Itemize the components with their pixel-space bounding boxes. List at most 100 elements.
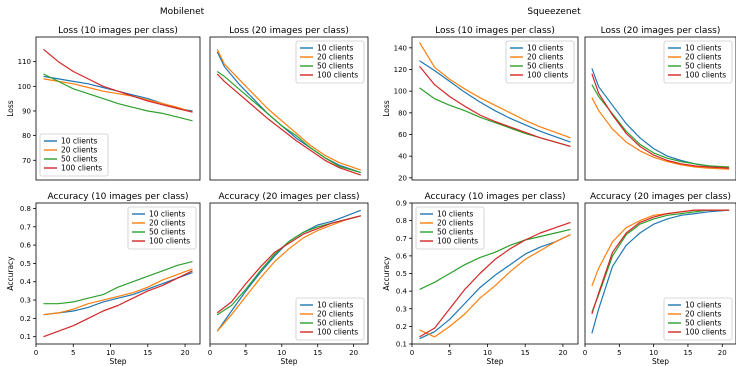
series-line [591,97,730,170]
x-axis-label: Step [652,357,669,366]
series-line [43,270,193,338]
legend-box [663,40,733,84]
legend-label: 20 clients [61,146,98,155]
legend-label: 50 clients [317,62,354,71]
y-axis-label: Loss [6,100,15,117]
x-tick-label: 0 [208,349,212,357]
chart-panel-6: Accuracy (10 images per class) 0.1 0.2 0.3 0… [382,192,579,366]
y-tick-label: 0.3 [396,305,407,313]
series-line [43,272,193,316]
series-line [216,215,361,332]
x-axis-label: Step [109,357,126,366]
x-tick-label: 15 [313,349,322,357]
y-tick-label: 20 [398,174,407,182]
group-title-squeezenet: Squeezenet [527,7,581,17]
legend-label: 20 clients [685,310,722,319]
y-tick-label: 0.5 [396,270,407,278]
y-axis-label: Loss [382,100,391,117]
series-line [216,49,361,171]
y-axis-label: Accuracy [382,256,391,291]
chart-panel-4: Loss (10 images per class) 20 40 60 80 100 120… [382,26,579,182]
chart-panels: Loss (10 images per class)708090100110Lo… [6,26,736,366]
x-tick-label: 10 [649,349,658,357]
legend-label: 10 clients [317,301,354,310]
group-title-mobilenet: Mobilenet [160,7,205,17]
y-tick-label: 70 [22,157,31,165]
series-line [419,65,571,147]
y-tick-label: 0.2 [20,315,31,323]
y-tick-label: 0.2 [396,323,407,331]
chart-title: Loss (10 images per class) [435,26,555,36]
y-tick-label: 0.7 [396,235,407,243]
x-tick-label: 5 [617,349,621,357]
x-tick-label: 5 [447,349,451,357]
x-tick-label: 20 [718,349,727,357]
x-tick-label: 20 [349,349,358,357]
legend-box [295,297,365,341]
y-tick-label: 80 [398,109,407,117]
series-line [418,42,571,139]
series-line [43,48,193,113]
y-tick-label: 0.1 [396,341,407,349]
y-tick-label: 0.4 [20,278,32,286]
legend-label: 20 clients [317,310,354,319]
plot-frame [584,202,736,345]
series-line [216,215,361,314]
series-line [43,78,193,113]
chart-title: Accuracy (10 images per class) [47,192,188,202]
plot-frame [35,36,201,181]
y-tick-label: 0.8 [396,217,407,225]
y-tick-label: 0.6 [396,252,408,260]
y-tick-label: 0.1 [20,333,31,341]
legend-label: 20 clients [317,53,354,62]
x-tick-label: 10 [483,349,492,357]
x-axis-label: Step [280,357,297,366]
x-axis-label: Step [486,357,503,366]
legend-label: 50 clients [61,155,98,164]
chart-title: Accuracy (20 images per class) [218,192,359,202]
x-tick-label: 10 [106,349,115,357]
y-tick-label: 100 [394,88,407,96]
y-tick-label: 140 [394,44,407,52]
legend-label: 20 clients [527,53,564,62]
chart-panel-7: Accuracy (20 images per class) 0 5 10 15 20 St… [583,192,736,366]
series-line [43,268,193,316]
y-tick-label: 60 [398,131,407,139]
legend-label: 10 clients [685,44,722,53]
series-line [216,73,361,176]
y-tick-label: 40 [398,153,407,161]
chart-panel-0: Loss (10 images per class) 70 80 90 100 110 Lo… [6,26,201,181]
y-tick-label: 0.9 [396,200,407,208]
series-line [591,209,730,313]
chart-panel-2: Accuracy (10 images per class) 0.1 0.2 0.3 0… [6,192,201,366]
series-line [591,84,730,168]
legend-label: 100 clients [149,237,190,246]
chart-title: Accuracy (20 images per class) [590,192,731,202]
x-tick-label: 20 [558,349,567,357]
y-tick-label: 100 [18,83,31,91]
series-line [591,209,730,315]
plot-frame [35,202,201,345]
x-tick-label: 15 [521,349,530,357]
legend-label: 20 clients [685,53,722,62]
legend-label: 100 clients [685,71,726,80]
legend-box [127,206,197,250]
y-tick-label: 0.7 [20,223,31,231]
legend-label: 10 clients [685,301,722,310]
legend-label: 10 clients [317,44,354,53]
y-tick-label: 110 [18,58,31,66]
x-tick-label: 20 [181,349,190,357]
series-line [419,221,571,338]
y-tick-label: 0.5 [20,260,31,268]
plot-frame [411,36,579,181]
x-tick-label: 0 [583,349,587,357]
legend-box [39,133,109,177]
series-line [43,73,193,122]
